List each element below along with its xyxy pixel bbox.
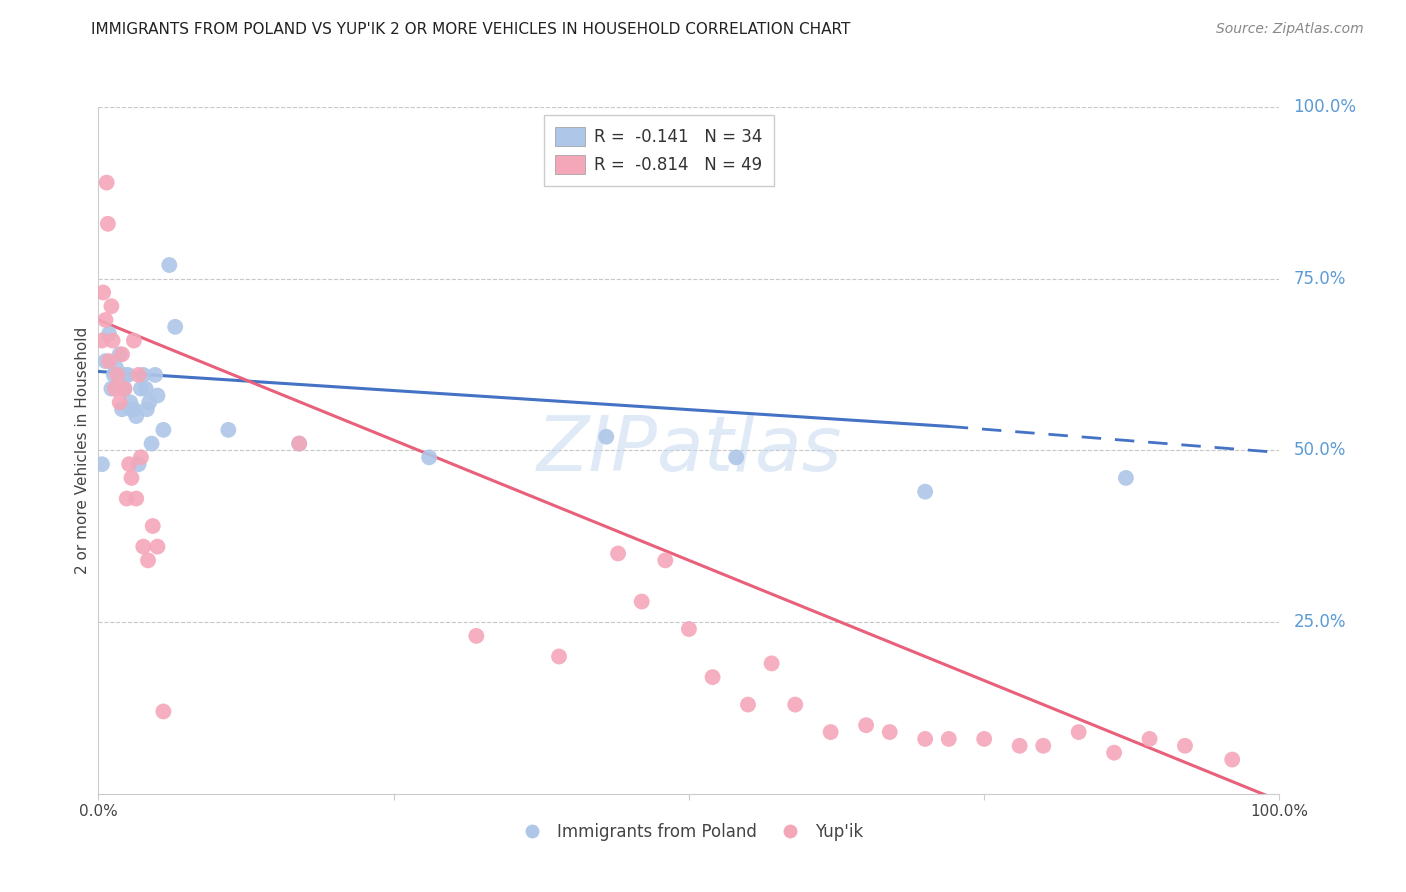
Point: [165, 319, 187, 334]
Point: [146, 388, 169, 402]
Point: [465, 629, 488, 643]
Point: [128, 457, 150, 471]
Point: [418, 450, 440, 465]
Point: [595, 430, 617, 444]
Point: [157, 258, 180, 272]
Text: 50.0%: 50.0%: [1294, 442, 1346, 459]
Point: [1067, 725, 1090, 739]
Point: [702, 670, 724, 684]
Point: [108, 347, 131, 361]
Point: [737, 698, 759, 712]
Point: [91, 457, 114, 471]
Point: [118, 457, 141, 471]
Point: [1102, 746, 1125, 760]
Point: [114, 368, 136, 382]
Point: [761, 657, 783, 671]
Point: [1008, 739, 1031, 753]
Point: [98, 326, 121, 341]
Point: [111, 347, 134, 361]
Point: [1139, 731, 1161, 746]
Point: [138, 395, 160, 409]
Point: [973, 731, 995, 746]
Point: [129, 382, 152, 396]
Point: [128, 368, 150, 382]
Point: [678, 622, 700, 636]
Point: [120, 395, 142, 409]
Y-axis label: 2 or more Vehicles in Household: 2 or more Vehicles in Household: [75, 326, 90, 574]
Point: [117, 368, 139, 382]
Point: [914, 731, 936, 746]
Point: [100, 299, 122, 313]
Point: [115, 491, 138, 506]
Point: [96, 176, 118, 190]
Point: [1032, 739, 1054, 753]
Point: [607, 546, 630, 561]
Legend: Immigrants from Poland, Yup'ik: Immigrants from Poland, Yup'ik: [508, 816, 870, 847]
Point: [132, 368, 155, 382]
Point: [125, 409, 148, 423]
Point: [105, 361, 128, 376]
Text: 25.0%: 25.0%: [1294, 613, 1346, 632]
Point: [135, 382, 157, 396]
Point: [94, 354, 117, 368]
Point: [112, 382, 135, 396]
Point: [136, 553, 159, 567]
Point: [654, 553, 676, 567]
Point: [97, 217, 120, 231]
Text: Source: ZipAtlas.com: Source: ZipAtlas.com: [1216, 22, 1364, 37]
Point: [146, 540, 169, 554]
Point: [879, 725, 901, 739]
Point: [101, 334, 124, 348]
Point: [108, 395, 131, 409]
Point: [152, 705, 174, 719]
Point: [288, 436, 311, 450]
Point: [820, 725, 842, 739]
Point: [105, 368, 128, 382]
Point: [121, 402, 143, 417]
Point: [1115, 471, 1137, 485]
Point: [914, 484, 936, 499]
Point: [112, 382, 135, 396]
Point: [1174, 739, 1197, 753]
Point: [152, 423, 174, 437]
Point: [98, 354, 121, 368]
Point: [725, 450, 748, 465]
Text: IMMIGRANTS FROM POLAND VS YUP'IK 2 OR MORE VEHICLES IN HOUSEHOLD CORRELATION CHA: IMMIGRANTS FROM POLAND VS YUP'IK 2 OR MO…: [91, 22, 851, 37]
Point: [630, 594, 652, 608]
Point: [94, 313, 117, 327]
Point: [143, 368, 166, 382]
Point: [104, 382, 127, 396]
Point: [121, 471, 143, 485]
Point: [141, 436, 163, 450]
Point: [855, 718, 877, 732]
Point: [125, 491, 148, 506]
Point: [135, 402, 157, 417]
Point: [91, 285, 114, 300]
Point: [103, 368, 125, 382]
Point: [91, 334, 114, 348]
Point: [1220, 753, 1243, 767]
Point: [217, 423, 239, 437]
Point: [142, 519, 165, 533]
Point: [938, 731, 960, 746]
Point: [288, 436, 311, 450]
Point: [111, 402, 134, 417]
Text: 75.0%: 75.0%: [1294, 269, 1346, 288]
Text: ZIPatlas: ZIPatlas: [536, 414, 842, 487]
Point: [122, 334, 145, 348]
Point: [122, 402, 145, 417]
Text: 100.0%: 100.0%: [1294, 98, 1357, 116]
Point: [129, 450, 152, 465]
Point: [132, 540, 155, 554]
Point: [548, 649, 571, 664]
Point: [100, 382, 122, 396]
Point: [785, 698, 807, 712]
